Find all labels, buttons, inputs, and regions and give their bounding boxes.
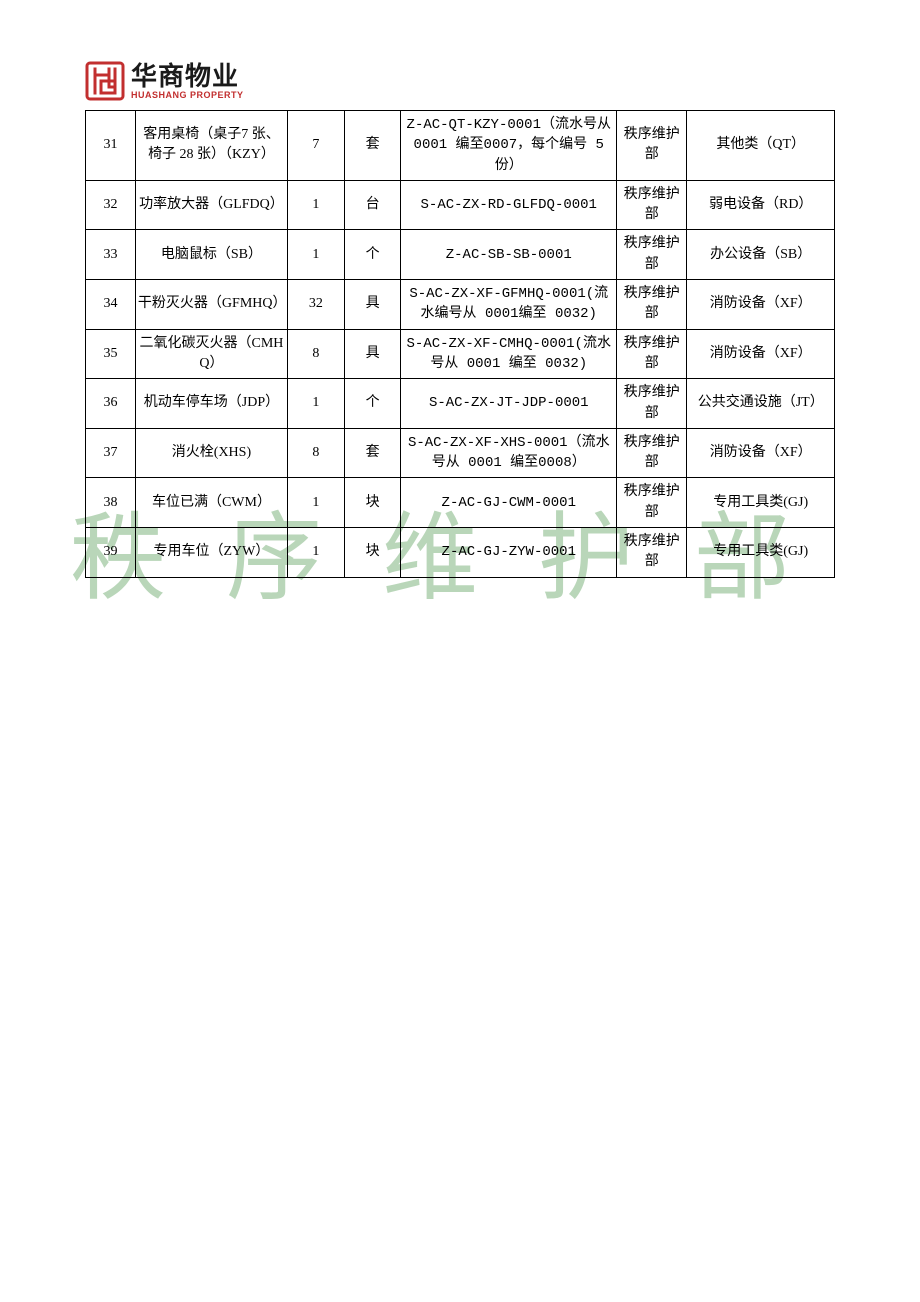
cell-unit: 个 — [344, 379, 401, 429]
cell-dept: 秩序维护部 — [617, 329, 687, 379]
cell-cat: 办公设备（SB） — [687, 230, 835, 280]
cell-unit: 具 — [344, 329, 401, 379]
cell-code: Z-AC-SB-SB-0001 — [401, 230, 617, 280]
cell-qty: 8 — [287, 329, 344, 379]
cell-idx: 33 — [86, 230, 136, 280]
cell-cat: 弱电设备（RD） — [687, 180, 835, 230]
cell-unit: 台 — [344, 180, 401, 230]
cell-cat: 其他类（QT） — [687, 111, 835, 181]
cell-idx: 37 — [86, 428, 136, 478]
cell-cat: 专用工具类(GJ) — [687, 478, 835, 528]
logo-english-text: HUASHANG PROPERTY — [131, 91, 244, 100]
cell-dept: 秩序维护部 — [617, 528, 687, 578]
cell-code: Z-AC-GJ-CWM-0001 — [401, 478, 617, 528]
cell-code: Z-AC-QT-KZY-0001（流水号从 0001 编至0007，每个编号 5… — [401, 111, 617, 181]
cell-dept: 秩序维护部 — [617, 280, 687, 330]
cell-cat: 消防设备（XF） — [687, 280, 835, 330]
cell-cat: 消防设备（XF） — [687, 428, 835, 478]
cell-dept: 秩序维护部 — [617, 111, 687, 181]
cell-name: 功率放大器（GLFDQ） — [135, 180, 287, 230]
table-row: 34干粉灭火器（GFMHQ）32具S-AC-ZX-XF-GFMHQ-0001(流… — [86, 280, 835, 330]
cell-cat: 专用工具类(GJ) — [687, 528, 835, 578]
cell-name: 二氧化碳灭火器（CMHQ） — [135, 329, 287, 379]
cell-idx: 39 — [86, 528, 136, 578]
cell-name: 电脑鼠标（SB） — [135, 230, 287, 280]
cell-unit: 块 — [344, 478, 401, 528]
cell-dept: 秩序维护部 — [617, 379, 687, 429]
company-logo: 华商物业 HUASHANG PROPERTY — [85, 60, 835, 102]
cell-code: S-AC-ZX-JT-JDP-0001 — [401, 379, 617, 429]
cell-code: S-AC-ZX-XF-GFMHQ-0001(流水编号从 0001编至 0032) — [401, 280, 617, 330]
cell-idx: 36 — [86, 379, 136, 429]
cell-qty: 1 — [287, 180, 344, 230]
table-row: 37消火栓(XHS)8套S-AC-ZX-XF-XHS-0001（流水号从 000… — [86, 428, 835, 478]
cell-idx: 35 — [86, 329, 136, 379]
logo-chinese-text: 华商物业 — [131, 63, 244, 89]
cell-qty: 8 — [287, 428, 344, 478]
cell-dept: 秩序维护部 — [617, 478, 687, 528]
cell-qty: 32 — [287, 280, 344, 330]
cell-name: 消火栓(XHS) — [135, 428, 287, 478]
cell-idx: 38 — [86, 478, 136, 528]
cell-unit: 具 — [344, 280, 401, 330]
cell-idx: 31 — [86, 111, 136, 181]
table-row: 31客用桌椅（桌子7 张、椅子 28 张）（KZY）7套Z-AC-QT-KZY-… — [86, 111, 835, 181]
cell-qty: 1 — [287, 528, 344, 578]
logo-mark-icon — [85, 61, 125, 101]
cell-unit: 套 — [344, 111, 401, 181]
cell-unit: 个 — [344, 230, 401, 280]
cell-idx: 32 — [86, 180, 136, 230]
cell-cat: 消防设备（XF） — [687, 329, 835, 379]
cell-idx: 34 — [86, 280, 136, 330]
cell-name: 机动车停车场（JDP） — [135, 379, 287, 429]
cell-name: 专用车位（ZYW） — [135, 528, 287, 578]
table-row: 33电脑鼠标（SB）1个Z-AC-SB-SB-0001秩序维护部办公设备（SB） — [86, 230, 835, 280]
cell-qty: 1 — [287, 230, 344, 280]
cell-dept: 秩序维护部 — [617, 180, 687, 230]
cell-qty: 7 — [287, 111, 344, 181]
cell-name: 车位已满（CWM） — [135, 478, 287, 528]
cell-cat: 公共交通设施（JT） — [687, 379, 835, 429]
table-row: 32功率放大器（GLFDQ）1台S-AC-ZX-RD-GLFDQ-0001秩序维… — [86, 180, 835, 230]
equipment-table: 31客用桌椅（桌子7 张、椅子 28 张）（KZY）7套Z-AC-QT-KZY-… — [85, 110, 835, 578]
table-row: 36机动车停车场（JDP）1个S-AC-ZX-JT-JDP-0001秩序维护部公… — [86, 379, 835, 429]
cell-name: 客用桌椅（桌子7 张、椅子 28 张）（KZY） — [135, 111, 287, 181]
cell-code: S-AC-ZX-XF-CMHQ-0001(流水号从 0001 编至 0032) — [401, 329, 617, 379]
cell-code: Z-AC-GJ-ZYW-0001 — [401, 528, 617, 578]
table-row: 35二氧化碳灭火器（CMHQ）8具S-AC-ZX-XF-CMHQ-0001(流水… — [86, 329, 835, 379]
cell-code: S-AC-ZX-XF-XHS-0001（流水号从 0001 编至0008） — [401, 428, 617, 478]
cell-unit: 块 — [344, 528, 401, 578]
table-row: 39专用车位（ZYW）1块Z-AC-GJ-ZYW-0001秩序维护部专用工具类(… — [86, 528, 835, 578]
table-row: 38车位已满（CWM）1块Z-AC-GJ-CWM-0001秩序维护部专用工具类(… — [86, 478, 835, 528]
cell-unit: 套 — [344, 428, 401, 478]
cell-qty: 1 — [287, 478, 344, 528]
cell-name: 干粉灭火器（GFMHQ） — [135, 280, 287, 330]
cell-code: S-AC-ZX-RD-GLFDQ-0001 — [401, 180, 617, 230]
cell-dept: 秩序维护部 — [617, 428, 687, 478]
cell-dept: 秩序维护部 — [617, 230, 687, 280]
cell-qty: 1 — [287, 379, 344, 429]
